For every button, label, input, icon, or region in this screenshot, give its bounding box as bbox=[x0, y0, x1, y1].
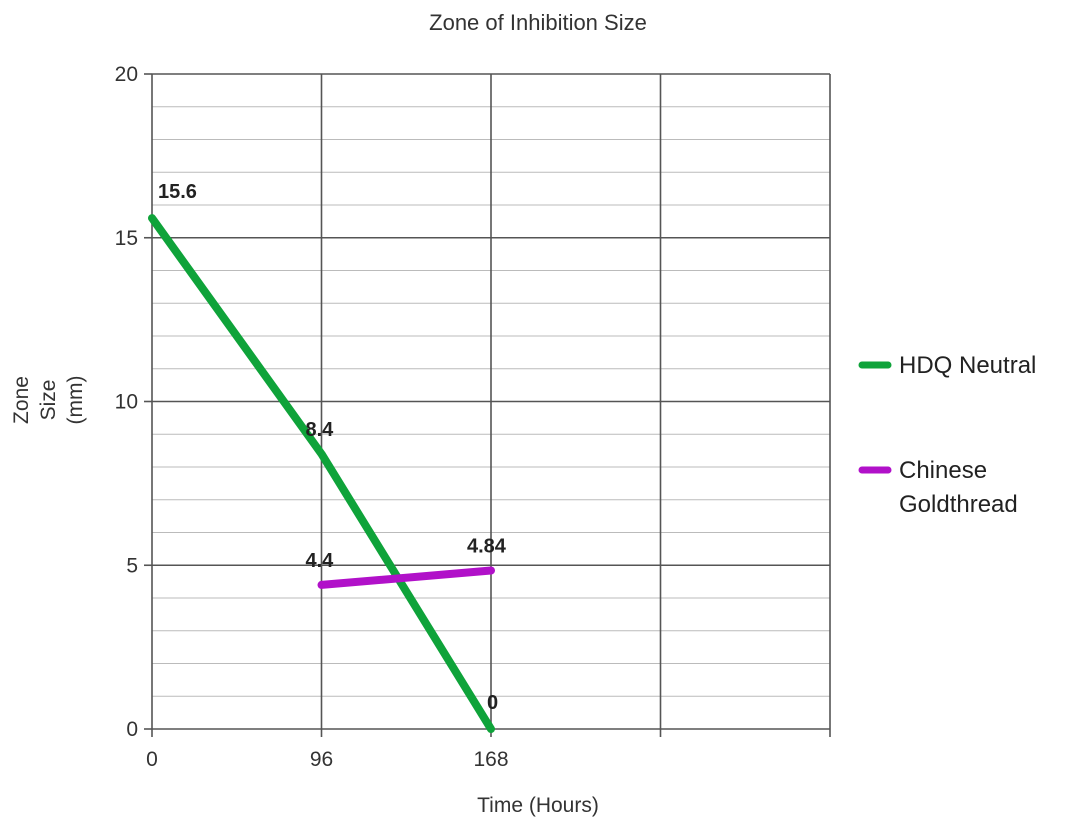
legend-label: Chinese bbox=[899, 457, 987, 484]
y-axis-label: Zone Size (mm) bbox=[10, 376, 87, 425]
y-tick-label: 0 bbox=[126, 718, 138, 741]
y-tick-label: 15 bbox=[115, 227, 138, 250]
y-axis-label-line: Zone bbox=[10, 376, 33, 424]
y-axis-label-group: Zone Size (mm) bbox=[10, 376, 87, 425]
y-tick-label: 5 bbox=[126, 554, 138, 577]
data-point bbox=[320, 583, 323, 586]
series-line bbox=[317, 566, 495, 589]
y-tick-label: 10 bbox=[115, 391, 138, 414]
grid bbox=[151, 73, 831, 730]
series-group bbox=[148, 214, 495, 733]
x-axis-label: Time (Hours) bbox=[477, 794, 599, 817]
data-label: 0 bbox=[487, 692, 498, 714]
axes: 0 5 10 15 20 0 96 168 bbox=[115, 63, 831, 771]
data-label: 4.4 bbox=[306, 550, 335, 572]
chart-title: Zone of Inhibition Size bbox=[429, 10, 647, 35]
data-label: 4.84 bbox=[467, 535, 507, 557]
x-tick-label: 96 bbox=[310, 748, 333, 771]
data-label: 15.6 bbox=[158, 181, 197, 203]
x-tick-label: 0 bbox=[146, 748, 158, 771]
y-axis-label-line: (mm) bbox=[64, 376, 87, 425]
legend: HDQ Neutral Chinese Goldthread bbox=[858, 352, 1036, 518]
data-point bbox=[320, 452, 323, 455]
legend-label: Goldthread bbox=[899, 491, 1018, 518]
data-point bbox=[490, 728, 492, 730]
legend-label: HDQ Neutral bbox=[899, 352, 1036, 379]
y-tick-label: 20 bbox=[115, 63, 138, 86]
x-tick-label: 168 bbox=[473, 748, 508, 771]
y-axis-label-line: Size bbox=[37, 380, 60, 421]
data-point bbox=[490, 569, 492, 572]
data-label: 8.4 bbox=[306, 419, 335, 441]
data-point bbox=[151, 217, 153, 220]
data-labels: 15.6 8.4 0 4.4 4.84 bbox=[158, 181, 507, 714]
